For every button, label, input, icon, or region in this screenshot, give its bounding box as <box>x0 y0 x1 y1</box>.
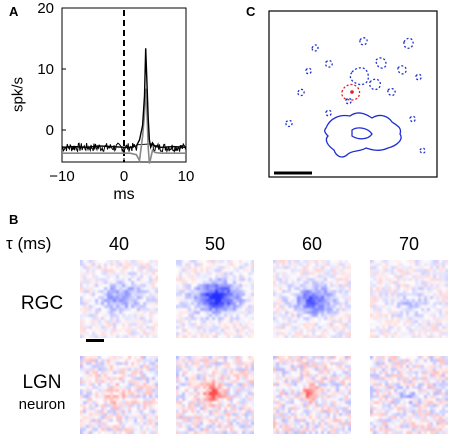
panel-c-dotted-contour <box>345 97 352 105</box>
panel-c-frame <box>268 10 438 178</box>
panel-c-large-blue-contour <box>324 112 402 158</box>
panel-a-black-noise-trace <box>61 142 186 154</box>
panel-c-dotted-contour <box>305 67 312 75</box>
lgn-rf-70ms <box>370 356 448 434</box>
panel-c-dotted-contour <box>397 65 407 75</box>
lgn-rf-60ms <box>273 356 351 434</box>
panel-a-black-trace <box>61 48 187 150</box>
panel-a-ylabel: spk/s <box>9 77 27 113</box>
panel-a-gray-trace <box>62 88 186 164</box>
lgn-rf-50ms <box>176 356 254 434</box>
panel-c-red-center <box>350 90 354 94</box>
panel-a-xlabel: ms <box>113 186 135 203</box>
panel-c-dotted-contour <box>369 78 381 91</box>
panel-b-delay-40: 40 <box>108 234 130 254</box>
panel-c-dotted-contour <box>375 57 387 69</box>
panel-b-delay-70: 70 <box>398 234 420 254</box>
panel-c-dotted-contour <box>311 44 319 52</box>
panel-b-delay-50: 50 <box>204 234 226 254</box>
panel-c-dotted-contour <box>403 37 414 49</box>
panel-c-letter: C <box>246 4 256 19</box>
panel-c-blue-contours <box>285 37 426 158</box>
panel-c-dotted-contour <box>349 67 370 86</box>
lgn-rf-40ms <box>80 356 158 434</box>
panel-c-dotted-contour <box>409 115 416 123</box>
panel-a-chart <box>61 7 187 164</box>
rgc-rf-50ms <box>176 260 254 338</box>
panel-c-dotted-contour <box>387 87 396 97</box>
rgc-rf-70ms <box>370 260 448 338</box>
panel-a-xtick-label-m10: −10 <box>49 168 75 185</box>
panel-a-xtick-label-10: 10 <box>177 168 195 185</box>
panel-b-row-label-neuron: neuron <box>18 396 66 413</box>
panel-a-letter: A <box>9 4 19 19</box>
panel-c-red-contour <box>341 83 361 101</box>
panel-b-delay-60: 60 <box>301 234 323 254</box>
panel-b-row-label-lgn: LGN <box>22 372 62 393</box>
panel-b-scale-bar <box>86 339 104 342</box>
rgc-rf-40ms <box>80 260 158 338</box>
panel-b-tau-label: τ (ms) <box>6 234 52 253</box>
panel-a-ytick-label-10: 10 <box>37 61 54 78</box>
panel-c-contour-map <box>268 10 438 178</box>
panel-c-dotted-contour <box>285 119 293 128</box>
panel-c-dotted-contour <box>415 73 422 81</box>
panel-c-dotted-contour <box>419 147 426 154</box>
panel-a-ytick-label-20: 20 <box>37 0 54 17</box>
panel-c-dotted-contour <box>325 109 332 117</box>
panel-a-ytick-label-0: 0 <box>45 122 54 139</box>
panel-c-dotted-contour <box>297 88 305 97</box>
rgc-rf-60ms <box>273 260 351 338</box>
panel-a-xtick-label-0: 0 <box>119 168 129 185</box>
panel-b-row-label-rgc: RGC <box>20 293 64 314</box>
panel-b-letter: B <box>9 212 19 227</box>
panel-c-blue-inner-contour <box>351 127 373 140</box>
panel-c-dotted-contour <box>324 59 333 68</box>
